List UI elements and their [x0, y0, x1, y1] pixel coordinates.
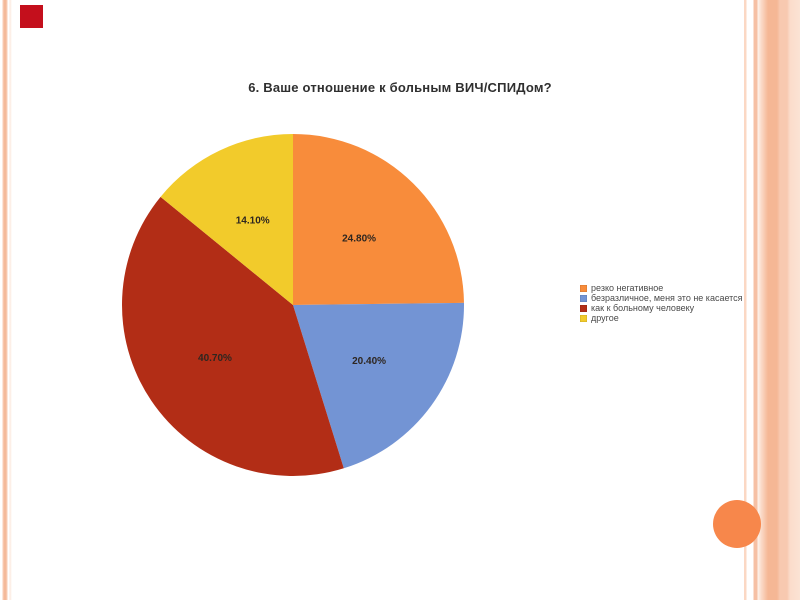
corner-circle-decoration: [713, 500, 761, 548]
svg-text:14.10%: 14.10%: [236, 216, 270, 227]
legend-swatch-icon: [580, 284, 587, 292]
slide-number-square: [20, 5, 43, 28]
legend-item: резко негативное: [580, 283, 743, 293]
legend-label: другое: [591, 313, 619, 323]
legend-label: безразличное, меня это не касается: [591, 293, 743, 303]
svg-text:20.40%: 20.40%: [352, 356, 386, 367]
legend-item: как к больному человеку: [580, 303, 743, 313]
legend-label: резко негативное: [591, 283, 664, 293]
legend-item: безразличное, меня это не касается: [580, 293, 743, 303]
legend-swatch-icon: [580, 294, 587, 302]
svg-text:40.70%: 40.70%: [198, 353, 232, 364]
legend-item: другое: [580, 313, 743, 323]
legend-label: как к больному человеку: [591, 303, 695, 313]
chart-legend: резко негативное безразличное, меня это …: [580, 283, 743, 323]
pie-chart: 24.80% 20.40% 40.70% 14.10%: [122, 134, 465, 476]
legend-swatch-icon: [580, 314, 587, 322]
chart-title: 6. Ваше отношение к больным ВИЧ/СПИДом?: [248, 80, 552, 95]
right-border-stripes: [744, 0, 800, 600]
left-border-stripe: [0, 0, 13, 600]
legend-swatch-icon: [580, 304, 587, 312]
svg-text:24.80%: 24.80%: [342, 234, 376, 245]
